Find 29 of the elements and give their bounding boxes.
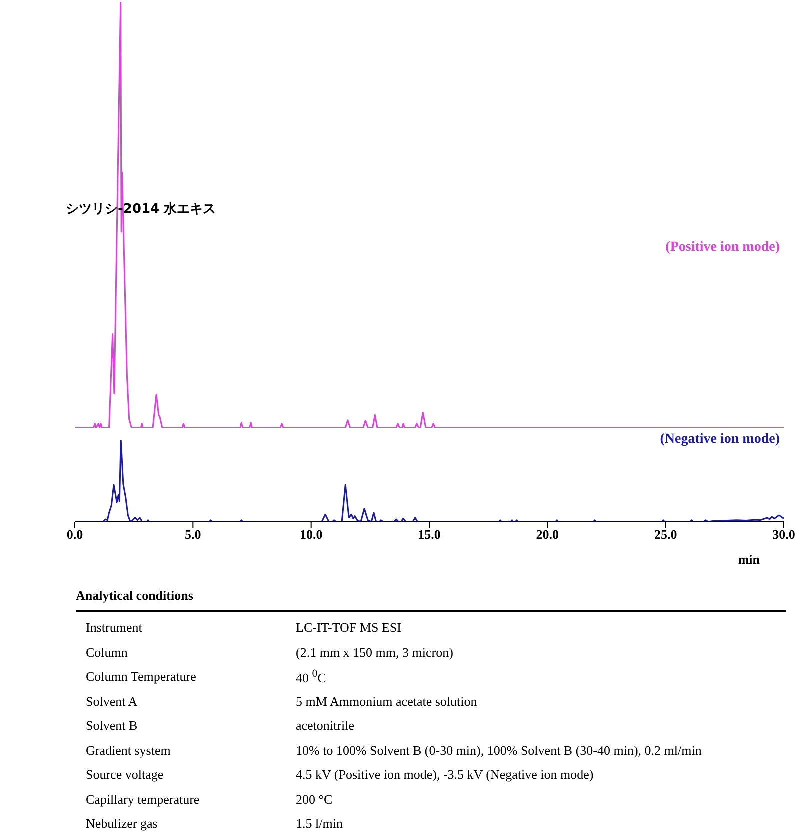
x-tick-label: 5.0 bbox=[185, 527, 202, 542]
text: 10% to 100% Solvent B (0-30 min), 100% Solvent B (30-40 min), 0.2 ml/min bbox=[296, 742, 702, 759]
text: Solvent A bbox=[85, 694, 139, 710]
text: 4.5 kV (Positive ion mode), -3.5 kV (Negative ion mode) bbox=[296, 767, 594, 784]
text: acetonitrile bbox=[296, 718, 354, 734]
x-tick-label: 25.0 bbox=[654, 527, 678, 542]
x-tick-label: 10.0 bbox=[300, 527, 323, 542]
text: 40 $^{0}$C bbox=[296, 668, 326, 686]
x-tick-label: 15.0 bbox=[418, 527, 441, 542]
text: Capillary temperature bbox=[85, 792, 201, 808]
x-tick-label: 30.0 bbox=[772, 527, 796, 542]
text: (Negative ion mode) bbox=[660, 432, 780, 448]
x-tick-label: 0.0 bbox=[66, 527, 84, 542]
text: Column Temperature bbox=[85, 669, 198, 686]
text: Column bbox=[85, 644, 129, 661]
x-axis-title: min bbox=[738, 552, 760, 568]
text: 200 °C bbox=[296, 792, 333, 808]
text: 1.5 l/min bbox=[296, 816, 343, 832]
text: Analytical conditions bbox=[76, 588, 194, 604]
text: LC-IT-TOF MS ESI bbox=[296, 620, 402, 636]
text: 5 mM Ammonium acetate solution bbox=[296, 694, 478, 710]
text: (Positive ion mode) bbox=[666, 240, 780, 256]
text: Instrument bbox=[85, 620, 144, 636]
text: Gradient system bbox=[85, 742, 172, 759]
source-note: Source voltage bbox=[85, 767, 165, 784]
x-tick-label: 20.0 bbox=[536, 527, 560, 542]
text: (2.1 mm x 150 mm, 3 micron) bbox=[296, 644, 454, 661]
text: Solvent B bbox=[85, 718, 139, 734]
text: Nebulizer gas bbox=[85, 816, 159, 832]
